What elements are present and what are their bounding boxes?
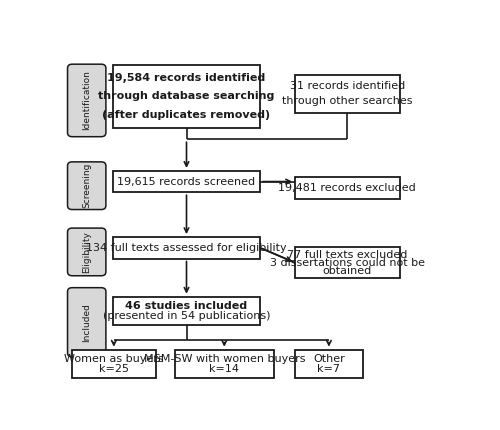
Text: Eligibility: Eligibility (82, 231, 91, 273)
FancyBboxPatch shape (113, 65, 260, 128)
FancyBboxPatch shape (72, 350, 156, 378)
Text: Included: Included (82, 303, 91, 342)
FancyBboxPatch shape (68, 64, 106, 137)
Text: k=25: k=25 (99, 364, 129, 374)
FancyBboxPatch shape (68, 162, 106, 209)
Text: Screening: Screening (82, 163, 91, 209)
Text: Women as buyers: Women as buyers (64, 353, 164, 364)
Text: 77 full texts excluded: 77 full texts excluded (287, 250, 408, 260)
Text: (after duplicates removed): (after duplicates removed) (102, 110, 270, 120)
Text: k=14: k=14 (210, 364, 240, 374)
Text: MSM-SW with women buyers: MSM-SW with women buyers (144, 353, 305, 364)
Text: 31 records identified: 31 records identified (290, 81, 405, 91)
FancyBboxPatch shape (113, 237, 260, 258)
Text: obtained: obtained (322, 265, 372, 276)
FancyBboxPatch shape (175, 350, 274, 378)
Text: 134 full texts assessed for eligibility: 134 full texts assessed for eligibility (86, 243, 287, 253)
FancyBboxPatch shape (68, 228, 106, 276)
Text: through database searching: through database searching (98, 91, 274, 101)
Text: Other: Other (313, 353, 345, 364)
Text: Identification: Identification (82, 71, 91, 130)
FancyBboxPatch shape (295, 247, 400, 278)
FancyBboxPatch shape (68, 288, 106, 357)
Text: 19,584 records identified: 19,584 records identified (108, 73, 266, 83)
Text: 3 dissertations could not be: 3 dissertations could not be (270, 258, 425, 268)
FancyBboxPatch shape (113, 171, 260, 192)
Text: through other searches: through other searches (282, 96, 412, 106)
Text: k=7: k=7 (318, 364, 340, 374)
FancyBboxPatch shape (295, 75, 400, 113)
FancyBboxPatch shape (295, 178, 400, 199)
Text: 19,615 records screened: 19,615 records screened (118, 177, 256, 187)
FancyBboxPatch shape (295, 350, 363, 378)
Text: 46 studies included: 46 studies included (126, 301, 248, 310)
FancyBboxPatch shape (113, 297, 260, 325)
Text: 19,481 records excluded: 19,481 records excluded (278, 183, 416, 193)
Text: (presented in 54 publications): (presented in 54 publications) (103, 311, 270, 321)
